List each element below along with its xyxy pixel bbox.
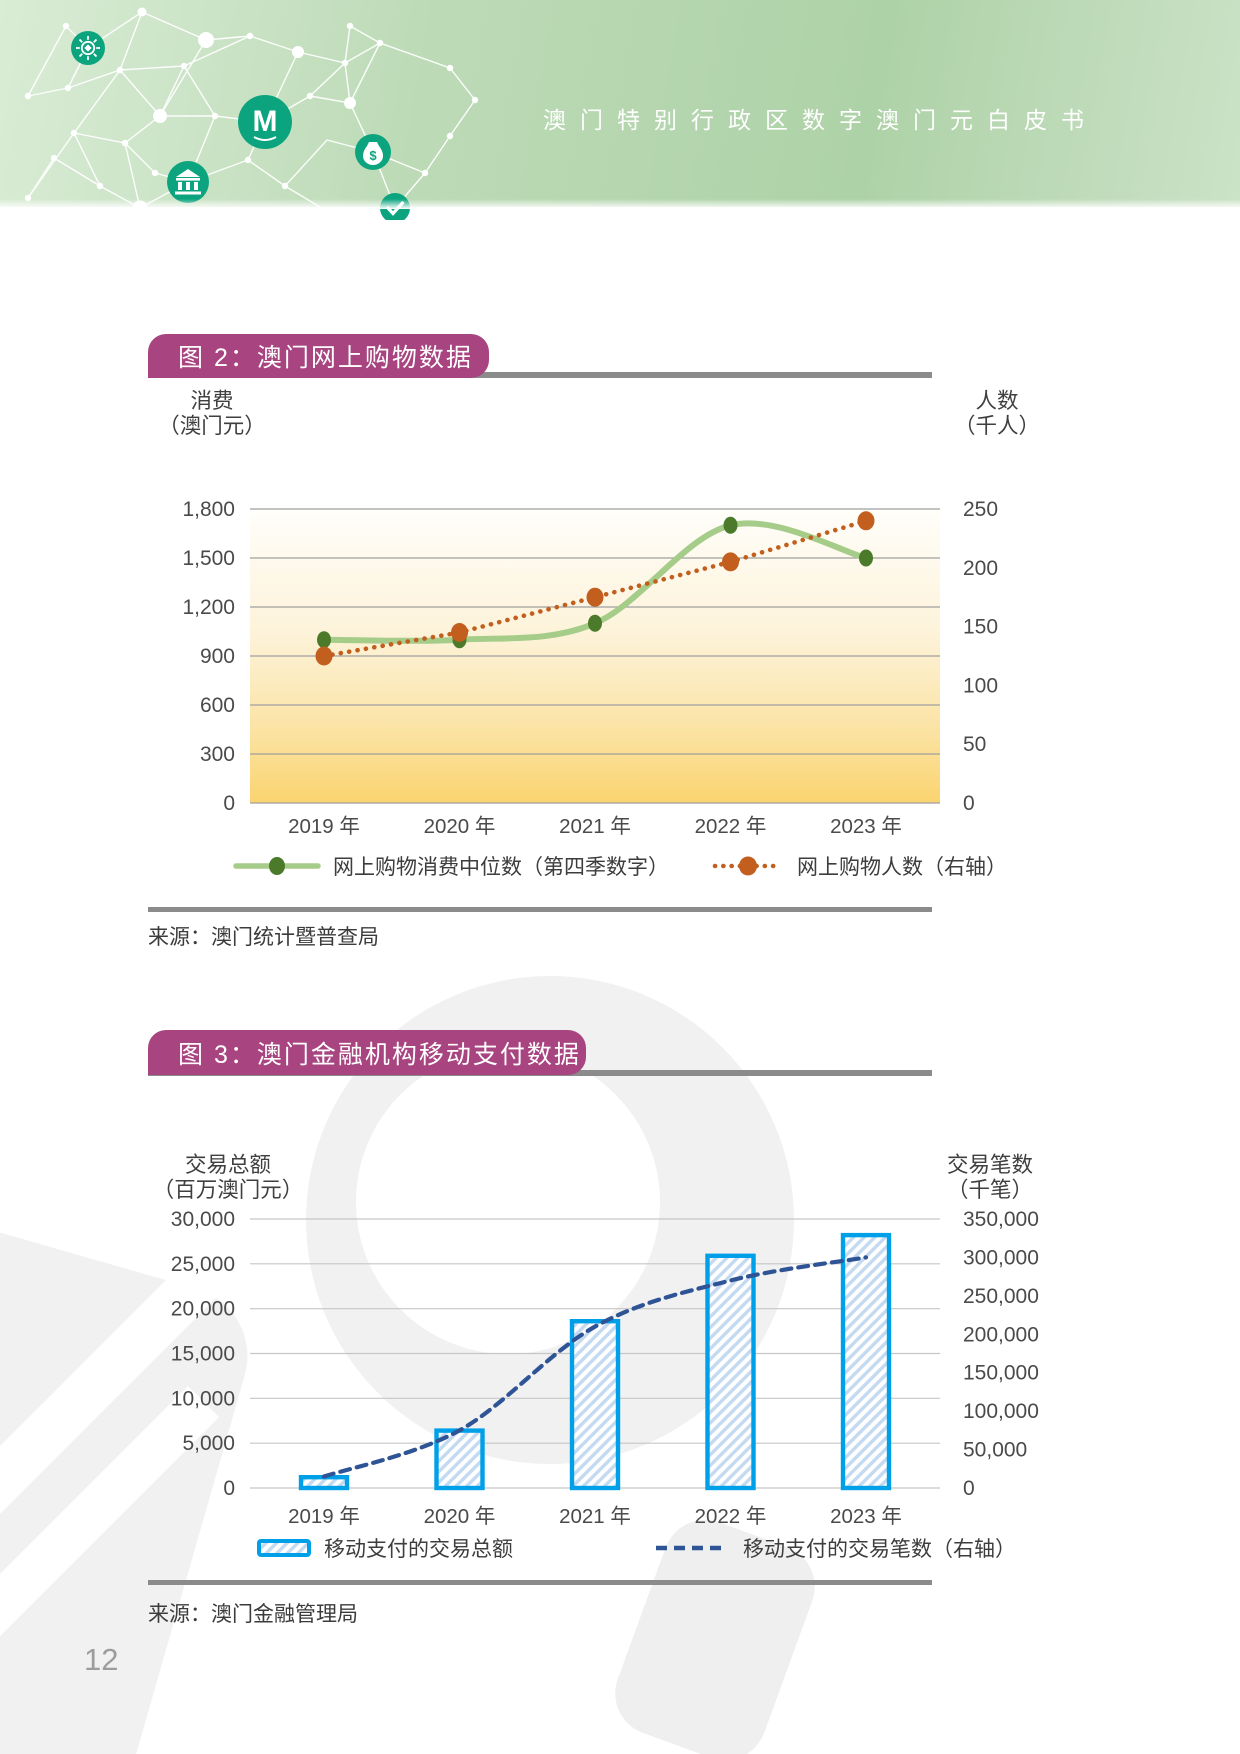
data-point [722, 552, 739, 572]
axis-tick-label: 250,000 [963, 1285, 1039, 1308]
bar [705, 1253, 756, 1491]
axis-tick-label: 200 [963, 557, 998, 580]
bar [298, 1475, 350, 1491]
svg-text:M: M [253, 105, 278, 138]
legend-item: 网上购物人数（右轴） [711, 851, 1007, 881]
figure2-bottom-rule [148, 907, 932, 912]
axis-tick-label: 100,000 [963, 1400, 1039, 1423]
left-axis-title: （百万澳门元） [153, 1178, 304, 1202]
legend-label: 移动支付的交易笔数（右轴） [743, 1538, 1016, 1561]
macau-m-logo-icon: M [238, 95, 292, 149]
page-header: M $ 澳门特别行政区数字澳门元白皮 [0, 0, 1240, 220]
x-axis-label: 2022 年 [695, 815, 767, 838]
figure2-source: 来源：澳门统计暨普查局 [148, 926, 379, 949]
x-axis-label: 2019 年 [288, 815, 360, 838]
figure2-title: 图 2：澳门网上购物数据 [178, 344, 473, 372]
axis-tick-label: 25,000 [171, 1253, 235, 1276]
right-axis-title: 交易笔数 [947, 1153, 1033, 1177]
axis-tick-label: 0 [223, 1477, 235, 1500]
watermark [0, 976, 815, 1754]
axis-tick-label: 300,000 [963, 1246, 1039, 1269]
x-axis-label: 2022 年 [695, 1505, 767, 1528]
axis-tick-label: 0 [963, 792, 975, 815]
data-point [588, 614, 602, 632]
x-axis-label: 2019 年 [288, 1505, 360, 1528]
legend-label: 网上购物人数（右轴） [797, 856, 1007, 879]
axis-tick-label: 600 [200, 694, 235, 717]
figure3-title-badge: 图 3：澳门金融机构移动支付数据 [148, 1030, 586, 1075]
figure2-title-rule [148, 372, 932, 378]
left-axis-title: 交易总额 [185, 1153, 271, 1177]
axis-tick-label: 5,000 [182, 1432, 235, 1455]
axis-tick-label: 10,000 [171, 1387, 235, 1410]
data-point [315, 646, 333, 666]
blockchain-icon [71, 31, 105, 65]
legend-item: 移动支付的交易总额 [256, 1533, 513, 1563]
right-axis-title: 人数 [975, 389, 1018, 413]
figure2-title-badge: 图 2：澳门网上购物数据 [148, 334, 489, 378]
axis-tick-label: 15,000 [171, 1343, 235, 1366]
axis-tick-label: 20,000 [171, 1298, 235, 1321]
data-point [859, 549, 873, 567]
legend-item: 网上购物消费中位数（第四季数字） [233, 851, 669, 881]
figure3-source: 来源：澳门金融管理局 [148, 1603, 358, 1626]
bar [840, 1232, 892, 1491]
bar [569, 1318, 621, 1491]
mobile-payment-chart: 30,000 25,000 20,000 15,000 10,000 5,000 0 350,… [153, 1153, 1039, 1528]
figure3-legend: 移动支付的交易总额 移动支付的交易笔数（右轴） [256, 1533, 1016, 1563]
figure2-legend: 网上购物消费中位数（第四季数字） 网上购物人数（右轴） [233, 851, 1007, 881]
axis-tick-label: 0 [963, 1477, 975, 1500]
axis-tick-label: 0 [223, 792, 235, 815]
axis-tick-label: 1,500 [182, 547, 235, 570]
axis-tick-label: 200,000 [963, 1323, 1039, 1346]
navy-dashed-line-icon [656, 1545, 728, 1551]
bank-icon [167, 161, 209, 203]
right-axis-title: （千笔） [947, 1178, 1033, 1202]
axis-tick-label: 350,000 [963, 1208, 1039, 1231]
data-point [451, 623, 468, 642]
x-axis-label: 2020 年 [424, 815, 496, 838]
document-title: 澳门特别行政区数字澳门元白皮书 [543, 107, 1098, 133]
dotted-series [321, 518, 869, 659]
axis-tick-label: 900 [200, 645, 235, 668]
axis-tick-label: 100 [963, 674, 998, 697]
x-axis-label: 2021 年 [559, 815, 631, 838]
axis-tick-label: 50,000 [963, 1439, 1027, 1462]
data-point [586, 587, 604, 607]
network-graphic: M $ [24, 7, 479, 220]
figure3-title: 图 3：澳门金融机构移动支付数据 [178, 1040, 581, 1069]
money-bag-icon: $ [355, 134, 391, 170]
axis-tick-label: 1,200 [182, 596, 235, 619]
axis-tick-label: 300 [200, 743, 235, 766]
figure3-bottom-rule [148, 1580, 932, 1585]
handshake-check-icon [380, 193, 410, 220]
online-shopping-chart: 1,800 1,500 1,200 900 600 300 0 250 200 150 100 50 0… [158, 389, 1040, 838]
axis-tick-label: 150,000 [963, 1362, 1039, 1385]
data-point [317, 631, 331, 649]
data-point [723, 516, 738, 534]
data-point [857, 511, 875, 531]
cyan-hatched-bar-icon [257, 1539, 311, 1557]
axis-tick-label: 30,000 [171, 1208, 235, 1231]
page-number: 12 [84, 1642, 119, 1677]
dashed-series [321, 1255, 869, 1479]
axis-tick-label: 250 [963, 498, 998, 521]
x-axis-label: 2023 年 [830, 1505, 902, 1528]
x-axis-label: 2021 年 [559, 1505, 631, 1528]
legend-item: 移动支付的交易笔数（右轴） [653, 1533, 1016, 1563]
axis-tick-label: 150 [963, 616, 998, 639]
svg-text:$: $ [369, 148, 377, 163]
x-axis-label: 2020 年 [424, 1505, 496, 1528]
green-line-dot-icon [233, 857, 321, 875]
left-axis-title: 消费 [190, 389, 233, 413]
axis-tick-label: 50 [963, 733, 986, 756]
left-axis-title: （澳门元） [158, 414, 266, 438]
right-axis-title: （千人） [954, 414, 1040, 438]
orange-dotted-dot-icon [712, 856, 784, 876]
legend-label: 网上购物消费中位数（第四季数字） [333, 856, 669, 879]
axis-tick-label: 1,800 [182, 498, 235, 521]
x-axis-label: 2023 年 [830, 815, 902, 838]
legend-label: 移动支付的交易总额 [324, 1538, 513, 1561]
